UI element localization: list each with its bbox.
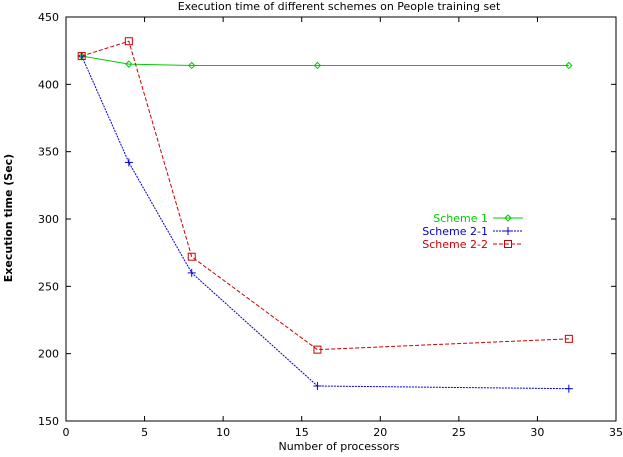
- y-tick-label: 400: [38, 78, 59, 91]
- series-2: [78, 52, 573, 393]
- legend-label: Scheme 2-1: [422, 225, 488, 238]
- y-tick-label: 350: [38, 146, 59, 159]
- y-tick-label: 150: [38, 415, 59, 428]
- data-point-plus: [125, 158, 133, 166]
- series-1: [79, 53, 572, 68]
- series-3: [78, 38, 572, 353]
- x-tick-label: 10: [216, 426, 230, 439]
- x-tick-label: 30: [530, 426, 544, 439]
- legend-item: Scheme 2-2: [422, 238, 523, 251]
- y-tick-label: 300: [38, 213, 59, 226]
- series-line: [82, 41, 569, 349]
- y-tick-label: 450: [38, 11, 59, 24]
- x-tick-label: 0: [63, 426, 70, 439]
- x-tick-label: 5: [141, 426, 148, 439]
- x-tick-label: 20: [373, 426, 387, 439]
- x-tick-label: 15: [295, 426, 309, 439]
- x-axis-ticks: 0 5 10 15 20 25 30 35: [63, 17, 623, 439]
- series-layer: [78, 38, 573, 393]
- y-axis-title: Execution time (Sec): [2, 154, 15, 282]
- chart-title: Execution time of different schemes on P…: [178, 0, 501, 13]
- data-point-plus: [504, 227, 512, 235]
- legend-label: Scheme 2-2: [422, 238, 488, 251]
- series-line: [82, 56, 569, 65]
- x-tick-label: 35: [609, 426, 623, 439]
- x-tick-label: 25: [452, 426, 466, 439]
- y-axis-ticks: 150 200 250 300 350 400 450: [38, 11, 616, 428]
- data-point-plus: [565, 385, 573, 393]
- legend-label: Scheme 1: [433, 212, 488, 225]
- y-tick-label: 200: [38, 348, 59, 361]
- legend-item: Scheme 2-1: [422, 225, 523, 238]
- legend-item: Scheme 1: [433, 212, 523, 225]
- plot-frame: [66, 17, 616, 421]
- x-axis-title: Number of processors: [278, 440, 399, 453]
- y-tick-label: 250: [38, 280, 59, 293]
- series-line: [82, 56, 569, 389]
